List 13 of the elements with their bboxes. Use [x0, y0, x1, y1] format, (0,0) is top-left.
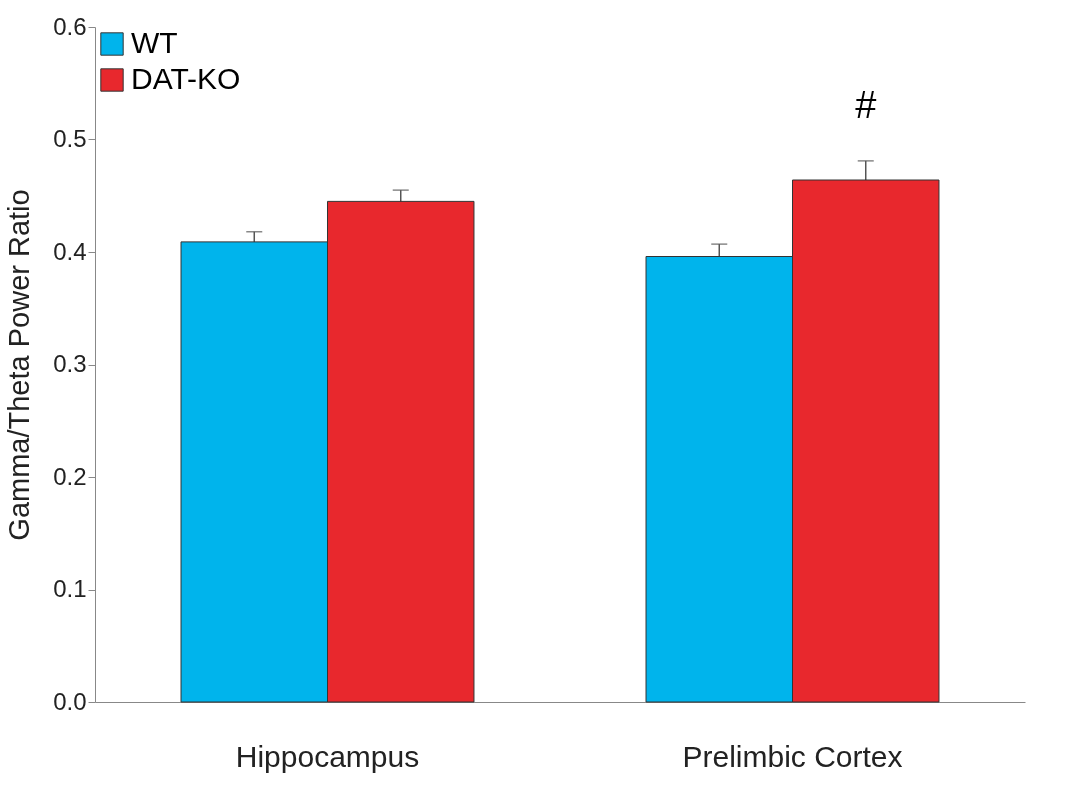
x-tick-label: Prelimbic Cortex	[682, 739, 903, 773]
legend-label: WT	[131, 26, 178, 59]
y-tick-label: 0.5	[53, 125, 87, 152]
y-tick-label: 0.3	[53, 350, 87, 377]
x-tick-label: Hippocampus	[235, 739, 420, 773]
y-tick-label: 0.2	[53, 462, 87, 490]
y-tick-label: 0.1	[53, 575, 87, 602]
legend-label: DAT-KO	[131, 62, 241, 95]
y-tick-label: 0.0	[53, 687, 87, 715]
y-tick-label: 0.6	[53, 12, 87, 40]
y-axis-title: Gamma/Theta Power Ratio	[3, 189, 36, 541]
y-tick-label: 0.4	[53, 237, 87, 265]
annotation: #	[855, 84, 877, 126]
